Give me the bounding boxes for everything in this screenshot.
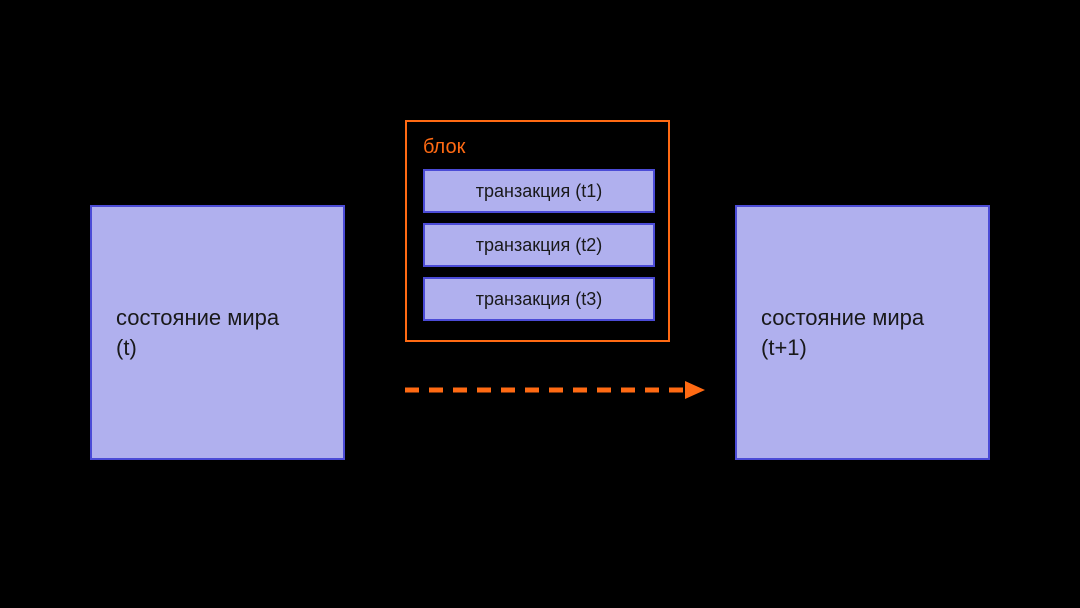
transaction-item: транзакция (t2) <box>423 223 655 267</box>
text-line: (t+1) <box>761 335 807 360</box>
world-state-t1-label: состояние мира (t+1) <box>761 303 924 362</box>
world-state-t-plus-1: состояние мира (t+1) <box>735 205 990 460</box>
text-line: (t) <box>116 335 137 360</box>
transaction-list: транзакция (t1) транзакция (t2) транзакция… <box>423 169 652 321</box>
diagram-canvas: состояние мира (t) блок транзакция (t1)т… <box>0 0 1080 608</box>
transaction-label: транзакция (t3) <box>476 289 602 310</box>
world-state-t: состояние мира (t) <box>90 205 345 460</box>
block-container: блок транзакция (t1)транзакция (t2)транз… <box>405 120 670 342</box>
text-line: состояние мира <box>761 305 924 330</box>
transaction-label: транзакция (t2) <box>476 235 602 256</box>
block-title: блок <box>423 136 652 159</box>
text-line: состояние мира <box>116 305 279 330</box>
transaction-item: транзакция (t1) <box>423 169 655 213</box>
world-state-t-label: состояние мира (t) <box>116 303 279 362</box>
transaction-label: транзакция (t1) <box>476 181 602 202</box>
transaction-item: транзакция (t3) <box>423 277 655 321</box>
transition-arrow-icon <box>387 354 723 426</box>
